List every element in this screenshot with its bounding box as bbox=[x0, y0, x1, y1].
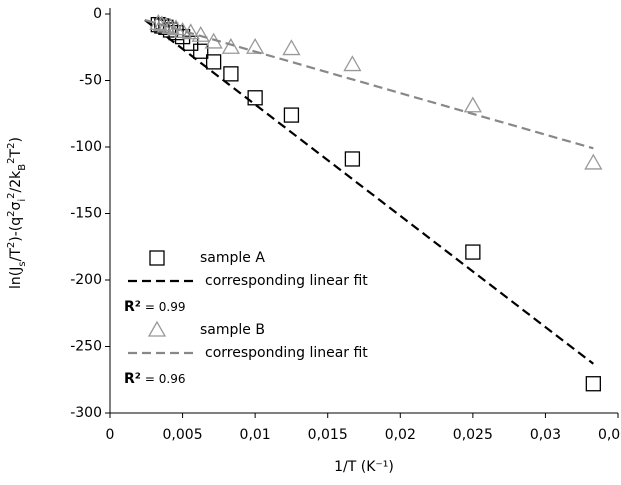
y-tick-label: -300 bbox=[70, 405, 102, 421]
y-label-part: /T bbox=[8, 248, 24, 262]
x-tick-label: 0,01 bbox=[240, 427, 271, 443]
legend-label: corresponding linear fit bbox=[205, 273, 368, 289]
triangle-marker bbox=[152, 15, 171, 32]
square-marker bbox=[283, 107, 300, 123]
x-tick-label: 0,005 bbox=[163, 427, 203, 443]
r2-value: = 0.96 bbox=[145, 372, 186, 386]
y-tick-label: -150 bbox=[70, 206, 102, 222]
y-label-part: i bbox=[17, 199, 28, 202]
y-label-part: ) bbox=[8, 137, 24, 142]
square-marker bbox=[193, 43, 209, 59]
square-marker bbox=[205, 54, 222, 70]
square-marker bbox=[149, 250, 165, 266]
x-tick-label: 0,025 bbox=[453, 427, 493, 443]
y-tick-label: -250 bbox=[70, 339, 102, 355]
r2-value: = 0.99 bbox=[145, 300, 186, 314]
y-label-part: B bbox=[17, 164, 28, 171]
r2-label: R² bbox=[124, 371, 141, 387]
y-label-part: 2 bbox=[6, 157, 17, 163]
r2-label: R² bbox=[124, 299, 141, 315]
r2-annotation: R² = 0.99 bbox=[124, 299, 186, 315]
y-label-part: )-(q bbox=[8, 217, 24, 242]
legend-label: corresponding linear fit bbox=[205, 345, 368, 361]
square-marker bbox=[585, 376, 601, 392]
triangle-marker bbox=[191, 25, 210, 42]
y-label-part: T bbox=[8, 148, 24, 158]
triangle-marker bbox=[463, 96, 482, 113]
triangle-marker bbox=[147, 320, 167, 337]
x-tick-label: 0,035 bbox=[598, 427, 621, 443]
y-label-part: /2k bbox=[8, 170, 24, 193]
triangle-marker bbox=[343, 55, 362, 72]
y-tick-label: 0 bbox=[93, 6, 102, 22]
y-axis-label: ln(Js/T2)-(q2σi2/2kB2T2) bbox=[6, 137, 28, 289]
square-marker bbox=[247, 90, 263, 106]
x-tick-label: 0,015 bbox=[308, 427, 348, 443]
legend-label: sample B bbox=[200, 322, 265, 338]
x-tick-label: 0,03 bbox=[530, 427, 561, 443]
x-axis-label: 1/T (K⁻¹) bbox=[334, 459, 394, 475]
y-label-part: 2 bbox=[6, 192, 17, 198]
triangle-marker bbox=[584, 153, 603, 170]
square-marker bbox=[223, 66, 239, 82]
y-tick-label: -50 bbox=[79, 73, 102, 89]
legend-label: sample A bbox=[200, 250, 265, 266]
square-marker bbox=[465, 244, 481, 260]
y-tick-label: -100 bbox=[70, 139, 102, 155]
y-label-part: 2 bbox=[6, 210, 17, 216]
triangle-marker bbox=[282, 39, 301, 56]
triangle-marker bbox=[246, 37, 265, 54]
fit-line bbox=[144, 18, 594, 150]
y-tick-label: -200 bbox=[70, 272, 102, 288]
y-label-part: ln(J bbox=[8, 267, 24, 289]
square-marker bbox=[344, 151, 361, 167]
y-label-part: s bbox=[17, 261, 28, 266]
x-tick-label: 0,02 bbox=[385, 427, 416, 443]
y-label-part: 2 bbox=[6, 242, 17, 248]
y-label-part: σ bbox=[8, 201, 24, 210]
triangle-marker bbox=[221, 37, 241, 54]
y-label-part: 2 bbox=[6, 143, 17, 149]
x-tick-label: 0 bbox=[106, 427, 115, 443]
fit-line bbox=[144, 19, 594, 365]
r2-annotation: R² = 0.96 bbox=[124, 371, 186, 387]
triangle-marker bbox=[149, 13, 168, 30]
